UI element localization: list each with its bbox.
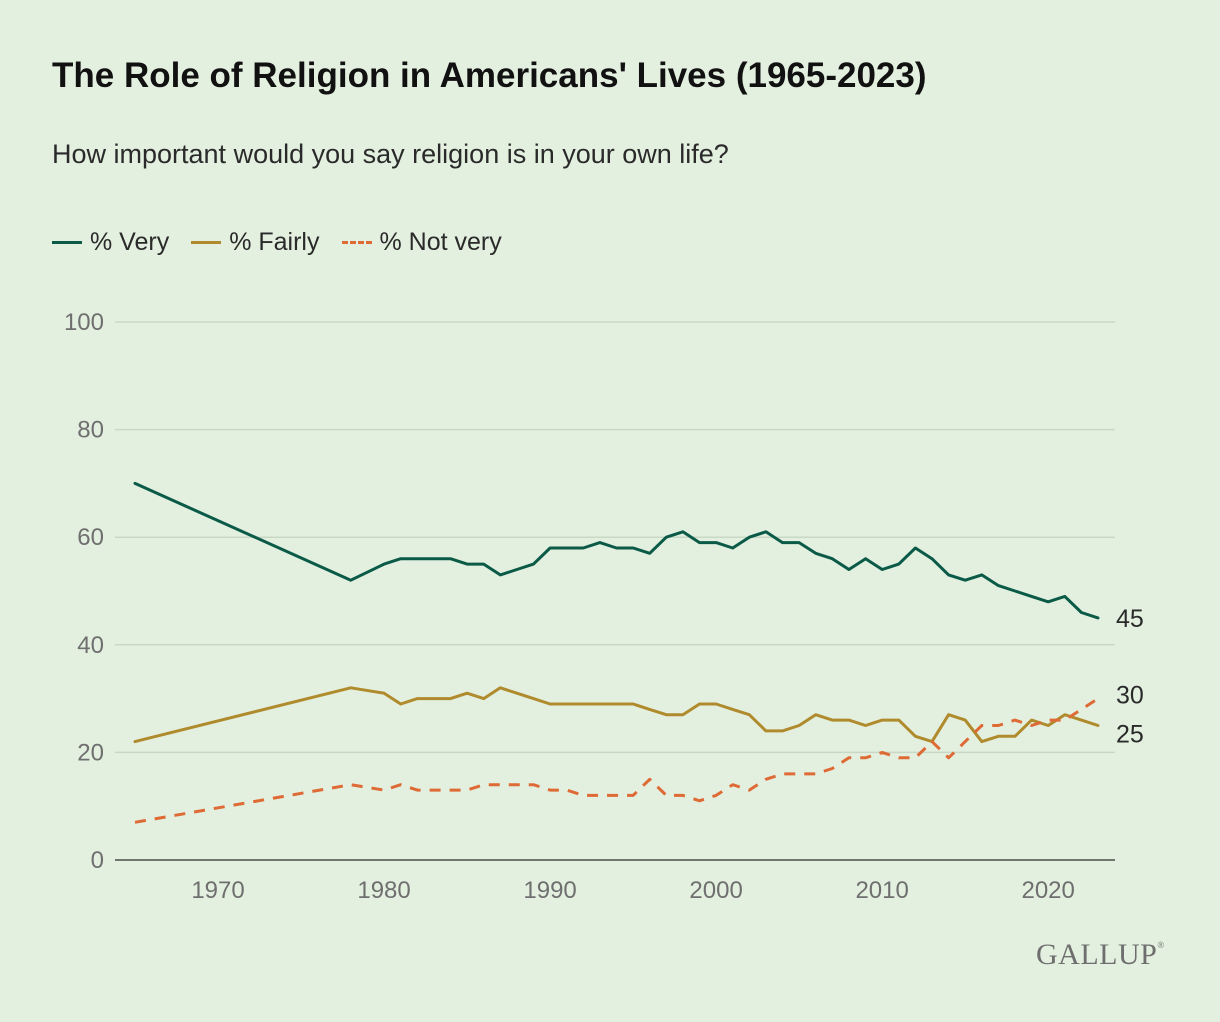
y-tick-label-80: 80 — [77, 417, 104, 444]
legend-item-very: % Very — [52, 228, 169, 257]
x-tick-label-1980: 1980 — [357, 877, 410, 904]
end-label-very: 45 — [1116, 605, 1144, 633]
series-line-very — [133, 481, 1100, 620]
legend-item-fairly: % Fairly — [191, 228, 320, 257]
series-line-not-very — [134, 697, 1099, 824]
legend-swatch-very — [52, 241, 82, 244]
x-tick-label-2020: 2020 — [1021, 877, 1074, 904]
chart-subtitle: How important would you say religion is … — [52, 139, 729, 169]
x-tick-label-2010: 2010 — [855, 877, 908, 904]
x-tick-label-2000: 2000 — [689, 877, 742, 904]
legend-label-fairly: % Fairly — [229, 228, 320, 256]
y-tick-label-100: 100 — [64, 309, 104, 336]
legend-item-not-very: % Not very — [341, 228, 502, 257]
y-tick-label-60: 60 — [77, 524, 104, 551]
x-tick-label-1990: 1990 — [523, 877, 576, 904]
x-tick-label-1970: 1970 — [191, 877, 244, 904]
registered-mark: ® — [1157, 940, 1165, 950]
legend-swatch-fairly — [191, 241, 222, 244]
end-label-not-very: 30 — [1116, 682, 1144, 710]
chart-legend: % Very % Fairly % Not very — [52, 228, 524, 257]
y-tick-label-40: 40 — [77, 632, 104, 659]
gallup-logo-text: GALLUP — [1036, 938, 1158, 971]
gallup-logo: GALLUP® — [1036, 938, 1165, 972]
y-tick-label-20: 20 — [77, 739, 104, 766]
series-line-fairly — [133, 686, 1100, 744]
legend-swatch-not-very — [341, 241, 372, 244]
y-tick-label-0: 0 — [91, 847, 104, 874]
chart-title: The Role of Religion in Americans' Lives… — [52, 56, 927, 95]
end-label-fairly: 25 — [1116, 721, 1144, 749]
legend-label-not-very: % Not very — [379, 228, 502, 256]
legend-label-very: % Very — [90, 228, 170, 256]
